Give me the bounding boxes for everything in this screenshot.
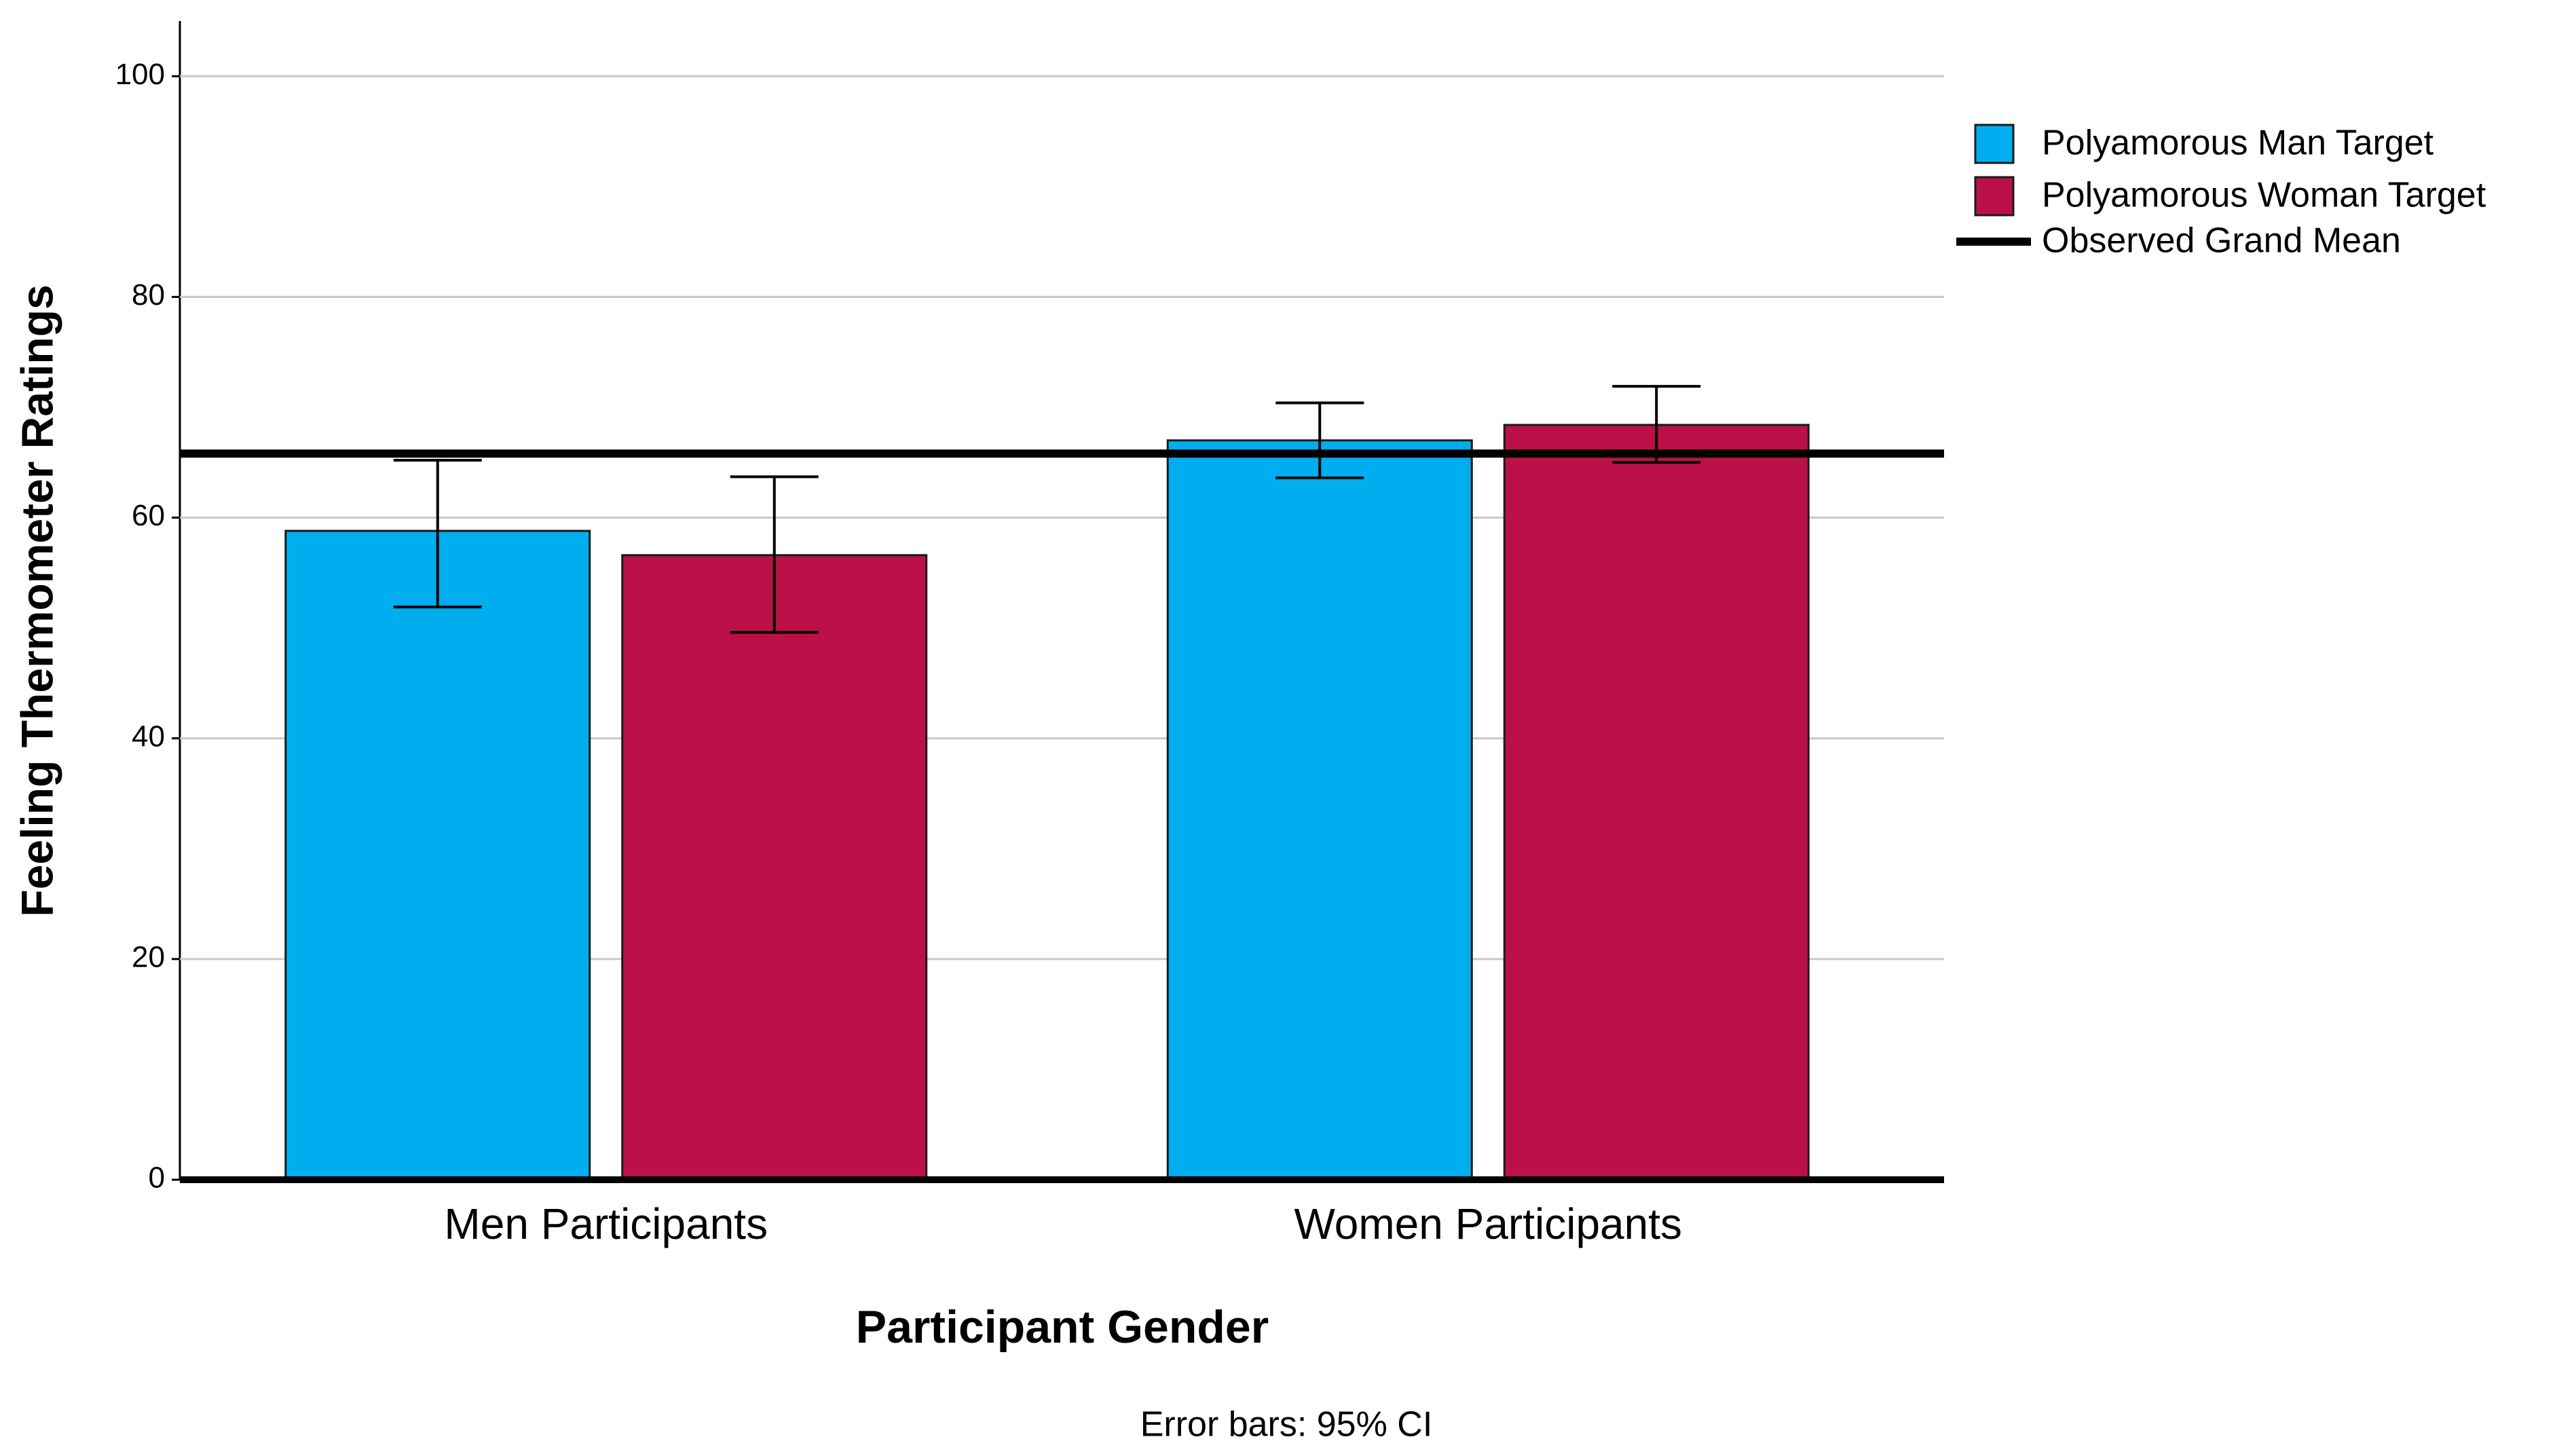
y-tick-label: 20 [132,940,165,973]
legend-swatch [1974,176,2015,217]
bar [1166,439,1473,1181]
note: Error bars: 95% CI [1140,1405,1433,1444]
y-tick-label: 80 [132,278,165,312]
error-bar [393,459,482,609]
y-tick-label: 100 [115,58,165,91]
bar [1503,424,1810,1181]
error-bar [730,475,819,634]
legend-label: Polyamorous Man Target [2042,124,2434,163]
y-axis-title: Feeling Thermometer Ratings [12,284,62,917]
legend-label: Observed Grand Mean [2042,221,2401,261]
y-tick-label: 0 [149,1161,165,1195]
error-bar [1612,385,1701,464]
y-tick-label: 60 [132,499,165,532]
bar [284,529,591,1181]
y-tick-label: 40 [132,720,165,753]
x-tick-label: Women Participants [1294,1199,1683,1248]
x-tick-label: Men Participants [444,1199,768,1248]
bar [621,554,928,1181]
error-bar [1275,401,1364,480]
legend-label: Polyamorous Woman Target [2042,176,2486,215]
x-axis-title: Participant Gender [856,1301,1269,1353]
legend-swatch [1974,124,2015,164]
